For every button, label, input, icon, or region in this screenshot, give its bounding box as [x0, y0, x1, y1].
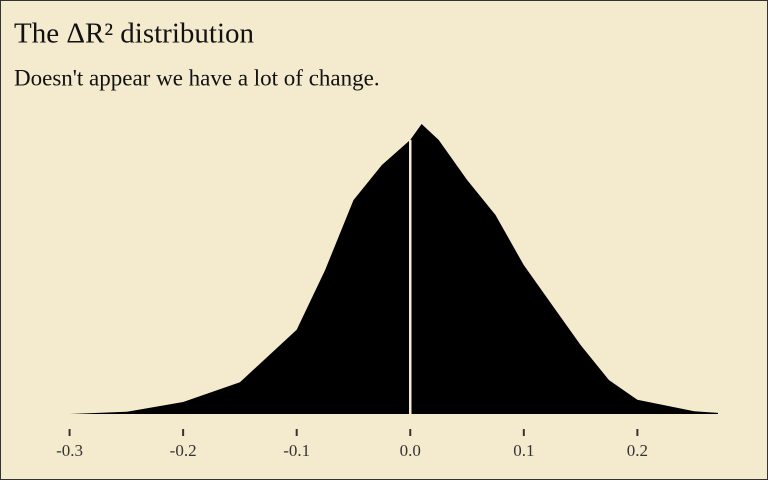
- x-tick-label: -0.1: [283, 441, 310, 460]
- x-tick-label: 0.1: [513, 441, 534, 460]
- chart-subtitle: Doesn't appear we have a lot of change.: [14, 65, 380, 90]
- chart-title: The ΔR² distribution: [14, 18, 255, 50]
- x-tick-label: 0.2: [627, 441, 648, 460]
- x-tick-label: 0.0: [400, 441, 421, 460]
- density-area: [48, 124, 718, 414]
- x-tick-label: -0.2: [170, 441, 197, 460]
- x-tick-label: -0.3: [56, 441, 83, 460]
